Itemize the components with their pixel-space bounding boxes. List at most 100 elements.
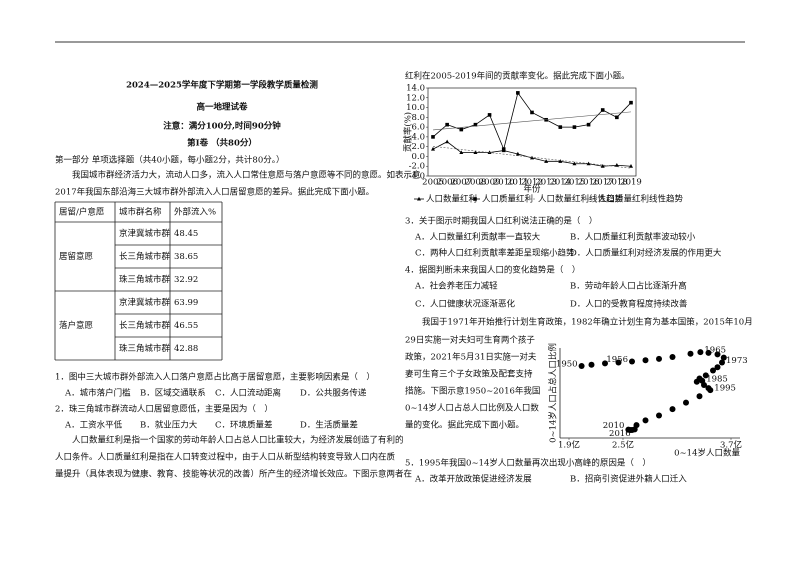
question-stem: 1．图中三大城市群外部流入人口落户意愿占比高于居留意愿，主要影响因素是（ ） xyxy=(55,372,375,383)
x-tick-label: 2018 xyxy=(606,178,628,188)
table-cell: 63.99 xyxy=(174,298,198,308)
x-tick-label: 3.7亿 xyxy=(720,440,742,451)
table-cell: 42.88 xyxy=(174,344,198,354)
legend-label: 人口数量红利 xyxy=(426,194,477,205)
data-point xyxy=(516,91,520,95)
data-point xyxy=(614,163,619,167)
data-point xyxy=(615,359,622,366)
data-point xyxy=(586,161,591,166)
legend-label: 人口质量红利线性趋势 xyxy=(598,194,684,205)
data-point xyxy=(629,164,633,168)
x-tick-label: 2009 xyxy=(479,178,501,188)
data-point xyxy=(473,197,477,201)
legend-label: 人口质量红利 xyxy=(482,194,533,205)
passage-line: 我国于1971年开始推行计划生育政策，1982年确立计划生育为基本国策，2015… xyxy=(405,317,753,328)
y-tick-label: 8.0 xyxy=(411,113,425,123)
data-point xyxy=(431,135,435,139)
passage-line: 人口条件。人口质量红利是指在人口转变过程中，由于人口从新型结构转变导致人口内在质 xyxy=(55,452,396,463)
y-tick-label: -2.0 xyxy=(409,162,425,172)
data-point xyxy=(487,113,492,117)
passage-line: 0~14岁人口占总人口比例及人口数 xyxy=(405,403,539,414)
question-option: B．招商引资促进外籍人口迁入 xyxy=(570,474,687,485)
passage-line: 人口数量红利是指一个国家的劳动年龄人口占总人口比重较大，为经济发展创造了有利的 xyxy=(55,435,404,446)
passage-line: 量提升（具体表现为健康、教育、技能等状况的改善）所产生的经济增长效应。下图示意两… xyxy=(55,469,412,480)
passage-line: 红利在2005-2019年间的贡献率变化。据此完成下面小题。 xyxy=(405,71,630,82)
table-cell: 46.55 xyxy=(174,321,198,331)
passage-line: 量的变化。据此完成下面小题。 xyxy=(405,420,524,431)
question-option: B．人口质量红利贡献率波动较小 xyxy=(570,232,696,243)
point-annotation: 2016 xyxy=(609,429,631,439)
data-point xyxy=(602,360,608,367)
x-tick-label: 2007 xyxy=(450,178,472,188)
exam-title: 2024—2025学年度下学期第一学段教学质量检测 xyxy=(126,80,318,91)
x-tick-label: 2016 xyxy=(578,178,600,188)
y-axis-label: 贡献率(%) xyxy=(403,112,414,152)
data-point xyxy=(431,146,435,151)
passage-line: 妻可生育三个子女政策及配套支持 xyxy=(405,369,533,380)
point-annotation: 2010 xyxy=(603,421,625,431)
x-tick-label: 2015 xyxy=(564,178,586,188)
question-option: A．改革开放政策促进经济发展 xyxy=(414,474,532,485)
x-tick-label: 2014 xyxy=(549,178,571,188)
data-point xyxy=(586,122,591,127)
data-point xyxy=(459,127,464,132)
passage-line: 措施。下图示意1950~2016年我国 xyxy=(405,386,540,397)
table-header: 城市群名称 xyxy=(119,207,162,218)
point-annotation: 1965 xyxy=(704,346,726,356)
question-option: A．人口数量红利贡献率一直较大 xyxy=(414,232,541,243)
data-point xyxy=(683,399,689,406)
y-tick-label: 4.0 xyxy=(411,132,425,142)
data-point xyxy=(693,378,700,385)
question-option: A．社会养老压力减轻 xyxy=(414,281,498,292)
table-cell: 京津冀城市群 xyxy=(119,297,171,308)
question-stem: 5．1995年我国0~14岁人口数量再次出现小高峰的原因是（ ） xyxy=(405,458,651,469)
data-point xyxy=(445,139,450,144)
data-point xyxy=(558,159,563,163)
data-point xyxy=(719,359,725,366)
point-annotation: 1973 xyxy=(726,356,748,366)
passage-line: 我国城市群经济活力大，流动人口多，流入人口常住意愿与落户意愿等不同的意愿。如表示… xyxy=(55,170,421,181)
data-point xyxy=(558,125,563,129)
y-tick-label: 6.0 xyxy=(411,123,425,133)
table-cell: 48.45 xyxy=(174,229,198,239)
data-point xyxy=(642,417,649,424)
data-point xyxy=(701,381,707,388)
data-point xyxy=(578,363,585,369)
table-cell: 长三角城市群 xyxy=(119,320,171,331)
data-point xyxy=(656,355,662,362)
y-tick-label: 10.0 xyxy=(406,103,425,113)
data-point xyxy=(710,367,716,374)
data-point xyxy=(487,150,492,155)
data-point xyxy=(572,125,577,129)
section-heading: 第一部分 单项选择题（共40小题，每小题2分，共计80分。） xyxy=(55,155,285,166)
exam-notice: 注意：满分100分,时间90分钟 xyxy=(163,121,281,132)
x-axis-label: 0~14岁人口数量 xyxy=(674,448,740,459)
question-option: A．工资水平低 xyxy=(64,420,123,431)
data-point xyxy=(445,122,449,127)
question-option: C．人口流动距离 xyxy=(215,388,281,399)
data-point xyxy=(588,361,595,368)
data-point xyxy=(600,108,605,112)
data-point xyxy=(707,387,714,394)
x-axis-label: 年份 xyxy=(523,184,541,195)
data-point xyxy=(696,393,703,400)
x-tick-label: 2013 xyxy=(535,178,557,188)
plot-frame xyxy=(427,87,637,177)
x-tick-label: 2.5亿 xyxy=(612,440,634,451)
y-tick-label: 0.0 xyxy=(411,152,425,162)
legend-label: 人口数量红利线性趋势 xyxy=(538,194,624,205)
data-point xyxy=(631,426,638,433)
x-tick-label: 1.9亿 xyxy=(558,440,580,451)
trend-line xyxy=(432,111,632,131)
data-point xyxy=(702,372,709,379)
question-stem: 3．关于图示时期我国人口红利说法正确的是（ ） xyxy=(405,216,597,227)
data-point xyxy=(714,364,721,371)
x-tick-label: 2017 xyxy=(592,178,614,188)
x-tick-label: 2008 xyxy=(465,178,487,188)
data-point xyxy=(417,196,421,201)
x-tick-label: 2006 xyxy=(436,178,458,188)
data-point xyxy=(642,357,649,364)
table-group-label: 居留意愿 xyxy=(59,251,94,262)
question-option: D．生活质量差 xyxy=(300,420,358,431)
y-tick-label: 14.0 xyxy=(406,84,425,94)
